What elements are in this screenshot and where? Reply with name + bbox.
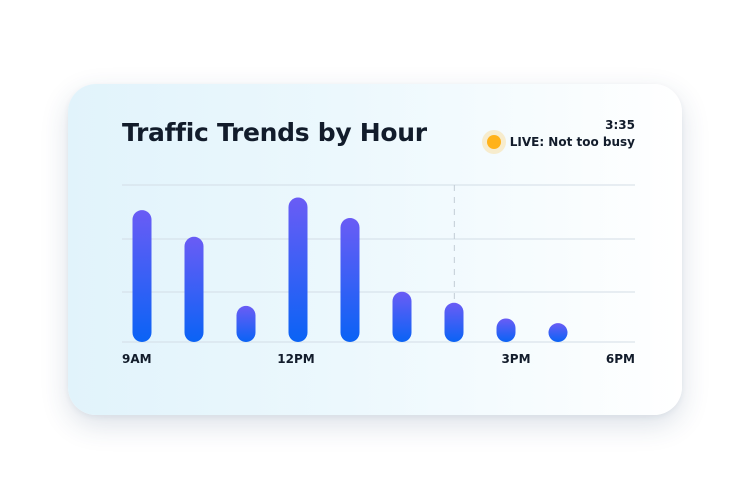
bar-1pm (340, 217, 360, 342)
bar-10am (184, 236, 204, 342)
traffic-card: 9AM 12PM 3PM 6PM Traffic Trends by Hour 3:3… (68, 84, 682, 415)
chart-gridlines (122, 184, 635, 343)
chart-title: Traffic Trends by Hour (122, 118, 427, 147)
bar-2pm (392, 291, 412, 342)
x-tick-label-6pm: 6PM (606, 352, 635, 366)
bar-9am (132, 210, 152, 342)
traffic-bar-chart: 9AM 12PM 3PM 6PM (122, 184, 635, 366)
x-tick-label-9am: 9AM (122, 352, 152, 366)
x-axis-tick-labels: 9AM 12PM 3PM 6PM (122, 352, 635, 366)
x-tick-label-3pm: 3PM (501, 352, 530, 366)
live-status-text: LIVE: Not too busy (509, 135, 635, 149)
current-time: 3:35 (605, 118, 635, 132)
bar-12pm (288, 197, 308, 342)
bar-5pm (548, 323, 568, 342)
bar-3pm (444, 302, 464, 342)
bar-11am (236, 305, 256, 342)
chart-bars (132, 197, 568, 342)
bar-4pm (496, 318, 516, 342)
live-status: LIVE: Not too busy (486, 132, 635, 152)
x-tick-label-12pm: 12PM (277, 352, 314, 366)
live-indicator-dot-icon (486, 135, 501, 149)
